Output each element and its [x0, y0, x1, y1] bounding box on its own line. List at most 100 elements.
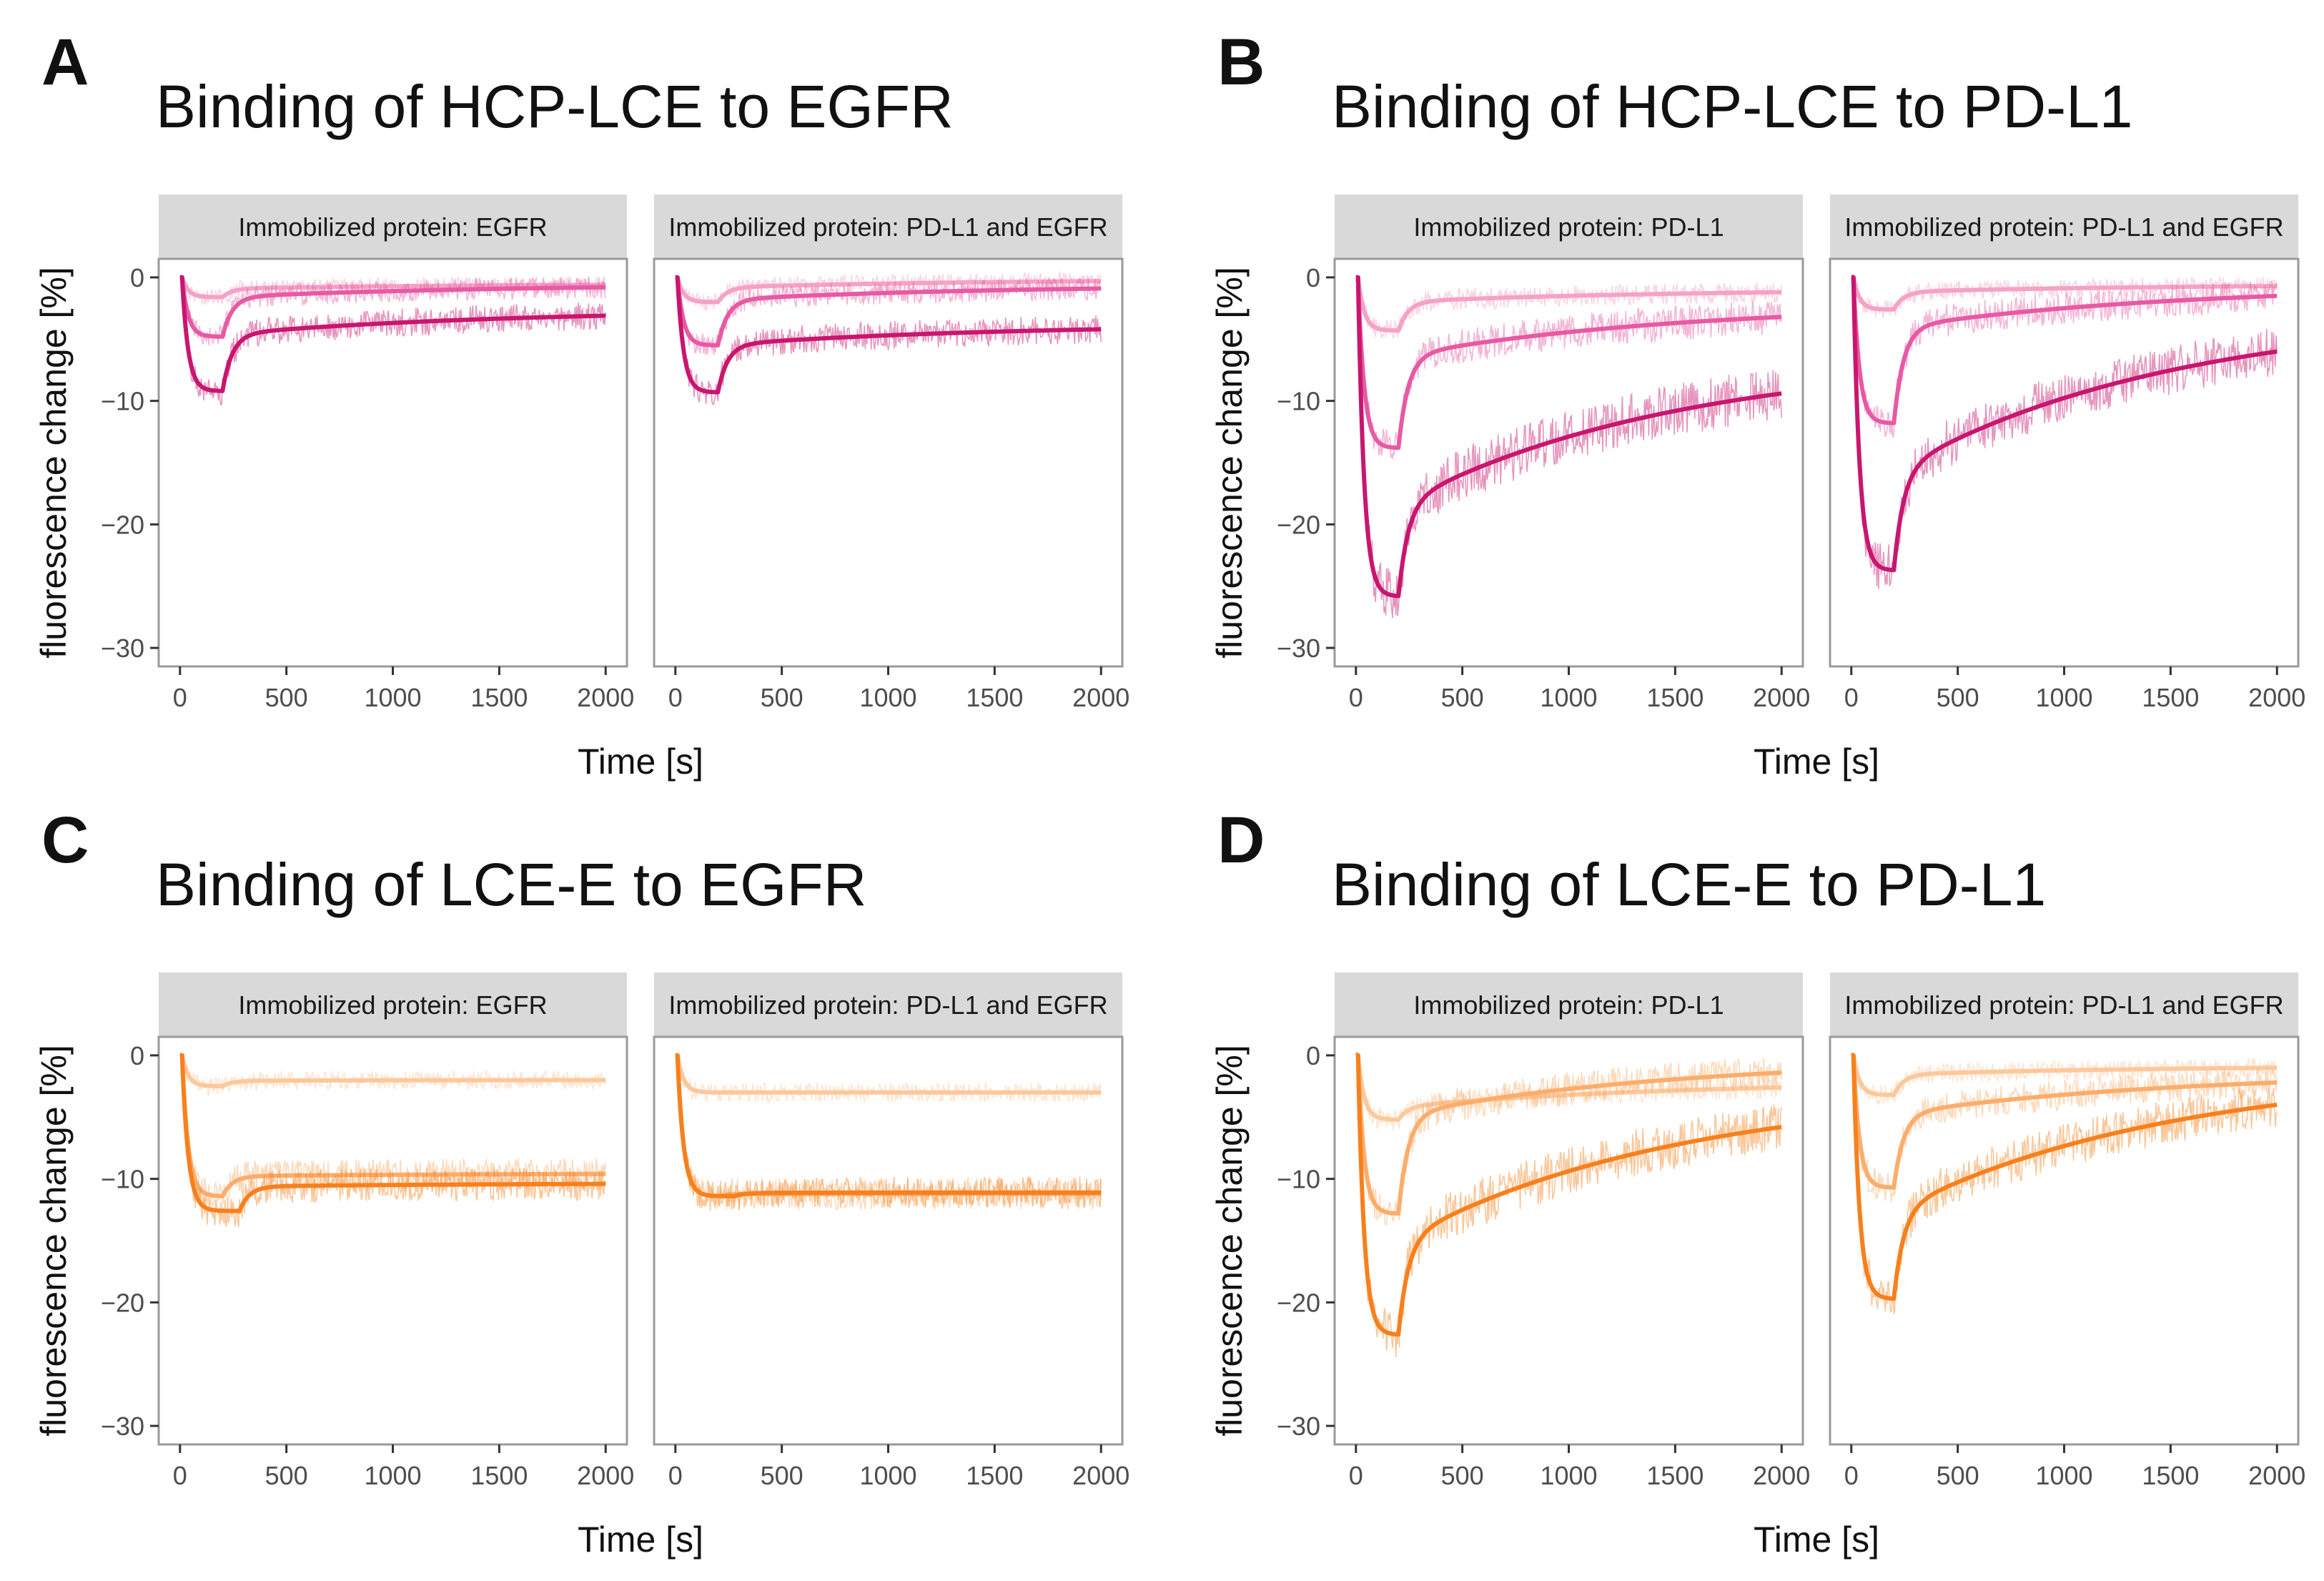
- facet-2: Immobilized protein: PD-L1 and EGFR 0 500 1…: [1829, 972, 2305, 1490]
- y-tick-label: 0: [1306, 263, 1320, 292]
- x-tick-label: 1000: [859, 683, 916, 712]
- raw-trace-high: [1851, 1051, 2278, 1314]
- fit-line-low: [1849, 1053, 2279, 1098]
- series-layer: [1354, 275, 1784, 619]
- panel-title: Binding of HCP-LCE to EGFR: [156, 73, 954, 140]
- x-tick-label: 1500: [2142, 1461, 2199, 1490]
- x-tick-label: 0: [1844, 683, 1859, 712]
- panel-title: Binding of HCP-LCE to PD-L1: [1332, 73, 2133, 140]
- panel-letter: D: [1217, 804, 1265, 877]
- fit-line-mid: [673, 275, 1103, 348]
- x-tick-label: 1500: [1646, 683, 1704, 712]
- fit-line-high: [673, 275, 1103, 395]
- x-tick-label: 2000: [1753, 1461, 1810, 1490]
- x-tick-label: 0: [1349, 1461, 1363, 1490]
- facet-1: Immobilized protein: EGFR 0 500 1000 1500 200…: [101, 194, 634, 712]
- x-tick-label: 1000: [859, 1461, 916, 1490]
- facet-strip: [159, 972, 627, 1037]
- x-tick-label: 500: [1441, 683, 1484, 712]
- x-tick-label: 1500: [470, 1461, 528, 1490]
- raw-trace-low: [1851, 275, 2278, 318]
- fit-line-mid: [178, 1053, 608, 1198]
- panel-d: D Binding of LCE-E to PD-L1 fluorescence c…: [1210, 804, 2305, 1560]
- fit-line-high: [178, 275, 608, 393]
- series-layer: [673, 270, 1103, 405]
- x-tick-label: 0: [173, 683, 187, 712]
- fit-line-mid: [1354, 1053, 1784, 1216]
- fit-line-high: [1354, 275, 1784, 599]
- fit-line-low: [1354, 275, 1784, 333]
- x-tick-label: 0: [668, 1461, 683, 1490]
- facet-1: Immobilized protein: PD-L1 0 500 1000 1500 20…: [1277, 194, 1810, 712]
- facet-strip: [1830, 972, 2298, 1037]
- x-tick-label: 1000: [1540, 683, 1597, 712]
- x-tick-label: 1500: [470, 683, 528, 712]
- x-tick-label: 500: [761, 1461, 803, 1490]
- plot-area: [1335, 259, 1803, 666]
- y-axis-label: fluorescence change [%]: [1210, 267, 1250, 659]
- facet-2: Immobilized protein: PD-L1 and EGFR 0 500 1…: [1829, 194, 2305, 712]
- facet-strip: [1830, 194, 2298, 259]
- raw-trace-high: [675, 1053, 1102, 1211]
- y-tick-label: −30: [1277, 634, 1320, 663]
- x-tick-label: 2000: [1753, 683, 1810, 712]
- plot-area: [159, 259, 627, 666]
- y-tick-label: 0: [130, 263, 144, 292]
- fit-line-high: [673, 1053, 1103, 1198]
- y-tick-label: −10: [101, 387, 144, 416]
- facet-strip-label: Immobilized protein: PD-L1 and EGFR: [668, 990, 1107, 1020]
- y-tick-label: −30: [1277, 1412, 1320, 1441]
- raw-trace-low: [1355, 276, 1782, 340]
- y-tick-label: −10: [1277, 387, 1320, 416]
- x-tick-label: 500: [1441, 1461, 1484, 1490]
- y-axis-label: fluorescence change [%]: [34, 1045, 74, 1437]
- y-tick-label: −20: [101, 510, 144, 539]
- x-axis-label: Time [s]: [578, 742, 703, 782]
- raw-trace-high: [179, 1055, 606, 1228]
- x-tick-label: 1000: [2035, 683, 2092, 712]
- x-tick-label: 2000: [2248, 683, 2305, 712]
- panel-c: C Binding of LCE-E to EGFR fluorescence ch…: [34, 804, 1129, 1560]
- plot-area: [159, 1037, 627, 1444]
- panels-layer: A Binding of HCP-LCE to EGFR fluorescence …: [34, 26, 2305, 1560]
- raw-trace-mid: [1851, 275, 2278, 438]
- x-tick-label: 500: [761, 683, 803, 712]
- facet-strip: [1335, 194, 1803, 259]
- x-tick-label: 2000: [577, 1461, 634, 1490]
- fit-line-low: [673, 1053, 1103, 1095]
- x-tick-label: 2000: [577, 683, 634, 712]
- x-tick-label: 500: [265, 683, 308, 712]
- x-tick-label: 0: [173, 1461, 187, 1490]
- x-tick-label: 1000: [1540, 1461, 1597, 1490]
- facet-strip: [159, 194, 627, 259]
- x-tick-label: 0: [1349, 683, 1363, 712]
- series-layer: [1849, 1051, 2279, 1314]
- x-tick-label: 1000: [2035, 1461, 2092, 1490]
- facet-strip-label: Immobilized protein: PD-L1 and EGFR: [1844, 990, 2283, 1020]
- panel-b: B Binding of HCP-LCE to PD-L1 fluorescence…: [1210, 26, 2305, 782]
- fit-line-low: [673, 275, 1103, 305]
- fit-line-low: [1849, 275, 2279, 312]
- y-tick-label: −10: [1277, 1165, 1320, 1194]
- raw-trace-high: [179, 275, 606, 406]
- panel-title: Binding of LCE-E to PD-L1: [1332, 851, 2046, 918]
- raw-trace-mid: [1355, 1052, 1782, 1226]
- series-layer: [178, 275, 608, 406]
- fit-line-high: [1849, 1053, 2279, 1301]
- x-tick-label: 1500: [2142, 683, 2199, 712]
- x-axis-label: Time [s]: [578, 1520, 703, 1560]
- y-tick-label: −20: [1277, 510, 1320, 539]
- x-tick-label: 1500: [1646, 1461, 1704, 1490]
- panel-title: Binding of LCE-E to EGFR: [156, 851, 866, 918]
- facet-strip: [654, 194, 1122, 259]
- facet-strip-label: Immobilized protein: EGFR: [238, 990, 547, 1020]
- y-axis-label: fluorescence change [%]: [34, 267, 74, 659]
- facet-1: Immobilized protein: EGFR 0 500 1000 1500 200…: [101, 972, 634, 1490]
- raw-trace-low: [675, 1053, 1102, 1105]
- panel-letter: B: [1217, 26, 1265, 99]
- y-tick-label: −30: [101, 1412, 144, 1441]
- fit-line-high: [1354, 1053, 1784, 1337]
- y-tick-label: 0: [130, 1041, 144, 1070]
- y-tick-label: −20: [1277, 1288, 1320, 1317]
